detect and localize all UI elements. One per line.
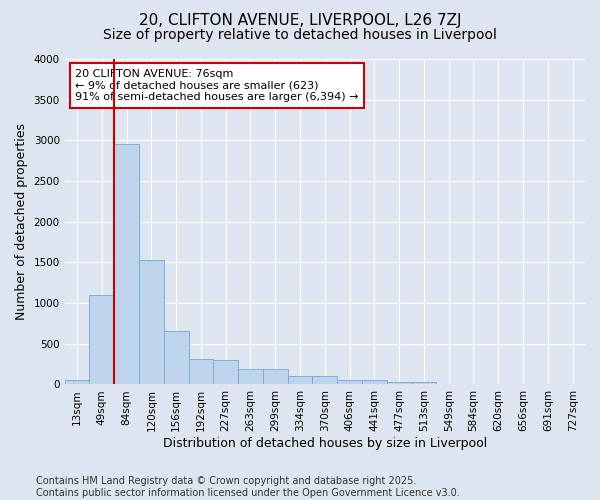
Bar [337,380,362,384]
Bar [188,359,214,384]
X-axis label: Distribution of detached houses by size in Liverpool: Distribution of detached houses by size … [163,437,487,450]
Bar [362,380,387,384]
Bar [387,382,412,384]
Bar [65,380,89,384]
Text: Contains HM Land Registry data © Crown copyright and database right 2025.
Contai: Contains HM Land Registry data © Crown c… [36,476,460,498]
Y-axis label: Number of detached properties: Number of detached properties [15,123,28,320]
Text: Size of property relative to detached houses in Liverpool: Size of property relative to detached ho… [103,28,497,42]
Bar [89,295,114,384]
Bar [313,376,337,384]
Text: 20, CLIFTON AVENUE, LIVERPOOL, L26 7ZJ: 20, CLIFTON AVENUE, LIVERPOOL, L26 7ZJ [139,12,461,28]
Text: 20 CLIFTON AVENUE: 76sqm
← 9% of detached houses are smaller (623)
91% of semi-d: 20 CLIFTON AVENUE: 76sqm ← 9% of detache… [75,69,359,102]
Bar [287,376,313,384]
Bar [263,370,287,384]
Bar [214,360,238,384]
Bar [238,370,263,384]
Bar [114,144,139,384]
Bar [412,382,436,384]
Bar [139,260,164,384]
Bar [164,331,188,384]
